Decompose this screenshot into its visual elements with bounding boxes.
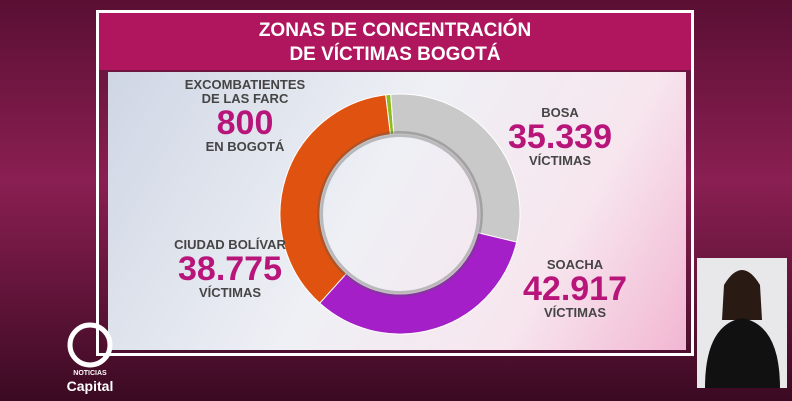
- value-label: 800: [216, 104, 274, 142]
- unit-label: VÍCTIMAS: [198, 285, 262, 300]
- frame: [96, 10, 694, 356]
- value-label: 38.775: [178, 250, 282, 288]
- logo-mark: [67, 322, 113, 368]
- chart-title: ZONAS DE CONCENTRACIÓN: [258, 20, 532, 41]
- chart-title: DE VÍCTIMAS BOGOTÁ: [289, 44, 501, 65]
- value-label: 42.917: [523, 270, 627, 308]
- logo-top: NOTICIAS: [73, 370, 107, 377]
- segment-label: EXCOMBATIENTES DE LAS FARC 800 EN BOGOTÁ: [175, 78, 315, 154]
- interpreter-body: [705, 318, 780, 388]
- category-label: SOACHA: [546, 257, 604, 272]
- segment-label: CIUDAD BOLÍVAR 38.775 VÍCTIMAS: [145, 238, 315, 300]
- interpreter-hair: [722, 270, 762, 320]
- donut-hole: [317, 131, 483, 297]
- title-bar: [99, 13, 691, 70]
- segment-label: BOSA 35.339 VÍCTIMAS: [475, 106, 645, 168]
- donut-segment: [318, 232, 518, 335]
- donut-segment: [279, 94, 391, 304]
- unit-label: VÍCTIMAS: [528, 153, 592, 168]
- category-label: CIUDAD BOLÍVAR: [174, 237, 286, 252]
- category-label: BOSA: [541, 105, 579, 120]
- unit-label: EN BOGOTÁ: [205, 139, 285, 154]
- value-label: 35.339: [508, 118, 612, 156]
- logo-name: Capital: [66, 378, 114, 394]
- category-label: EXCOMBATIENTES DE LAS FARC: [184, 77, 306, 106]
- unit-label: VÍCTIMAS: [543, 305, 607, 320]
- segment-label: SOACHA 42.917 VÍCTIMAS: [490, 258, 660, 320]
